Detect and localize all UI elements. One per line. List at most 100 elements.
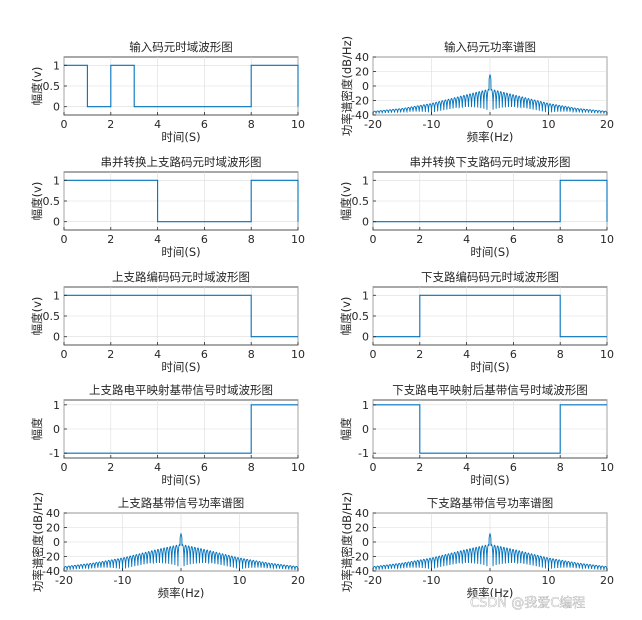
- y-axis-label: 功率谱密度(dB/Hz): [340, 492, 354, 592]
- y-axis-label: 功率谱密度(dB/Hz): [340, 36, 354, 136]
- x-tick-label: -10: [423, 574, 441, 587]
- series-line: [64, 179, 299, 223]
- x-tick-label: 6: [201, 461, 208, 474]
- y-tick-label: 40: [46, 507, 60, 520]
- y-tick-label: 0: [53, 331, 60, 344]
- chart-title: 下支路电平映射后基带信号时域波形图: [392, 383, 588, 397]
- x-tick-label: 10: [542, 574, 556, 587]
- y-tick-label: 20: [355, 522, 369, 535]
- x-tick-label: 0: [370, 461, 377, 474]
- x-tick-label: 4: [154, 118, 161, 131]
- x-tick-label: 0: [61, 461, 68, 474]
- y-tick-label: -20: [42, 551, 60, 564]
- y-tick-label: -1: [358, 447, 369, 460]
- y-tick-label: 0: [362, 423, 369, 436]
- y-tick-label: 0.5: [43, 310, 61, 323]
- x-tick-label: 6: [201, 118, 208, 131]
- x-tick-label: 20: [600, 118, 614, 131]
- y-tick-label: -20: [351, 551, 369, 564]
- subplot-psd-upper: -20 -10 0 10 20-40-2002040上支路基带信号功率谱图频率(Hz)功…: [31, 492, 305, 600]
- x-tick-label: 0: [370, 233, 377, 246]
- series-line: [63, 533, 299, 572]
- x-tick-label: 4: [463, 348, 470, 361]
- series-line: [64, 64, 299, 108]
- y-tick-label: 0: [362, 536, 369, 549]
- chart-title: 下支路基带信号功率谱图: [427, 496, 554, 510]
- chart-title: 上支路电平映射基带信号时域波形图: [89, 383, 273, 397]
- x-tick-label: 10: [291, 118, 305, 131]
- x-tick-label: 2: [416, 233, 423, 246]
- x-tick-label: 20: [600, 574, 614, 587]
- y-tick-label: 0: [53, 536, 60, 549]
- x-tick-label: 0: [487, 118, 494, 131]
- x-tick-label: 8: [248, 348, 255, 361]
- y-tick-label: 0: [53, 216, 60, 229]
- y-axis-label: 功率谱密度(dB/Hz): [31, 492, 45, 592]
- x-tick-label: 6: [510, 461, 517, 474]
- x-tick-label: 10: [542, 118, 556, 131]
- y-tick-label: 1: [362, 174, 369, 187]
- x-tick-label: 10: [600, 461, 614, 474]
- y-axis-label: 幅度(v): [30, 297, 44, 336]
- x-tick-label: 6: [201, 348, 208, 361]
- chart-title: 输入码元时域波形图: [129, 40, 233, 54]
- x-tick-label: -20: [364, 574, 382, 587]
- y-tick-label: 0: [362, 80, 369, 93]
- x-tick-label: 8: [248, 461, 255, 474]
- series-line: [64, 404, 298, 454]
- x-tick-label: 0: [370, 348, 377, 361]
- y-tick-label: -40: [351, 109, 369, 122]
- x-axis-label: 频率(Hz): [158, 586, 205, 600]
- x-tick-label: 4: [463, 233, 470, 246]
- x-tick-label: 20: [291, 574, 305, 587]
- x-tick-label: 6: [201, 233, 208, 246]
- x-tick-label: 10: [233, 574, 247, 587]
- x-tick-label: 6: [510, 348, 517, 361]
- x-axis-label: 时间(S): [470, 245, 509, 259]
- chart-title: 下支路编码码元时域波形图: [421, 270, 559, 284]
- x-axis-label: 时间(S): [161, 130, 200, 144]
- y-tick-label: 40: [355, 507, 369, 520]
- x-tick-label: 6: [510, 233, 517, 246]
- x-tick-label: 0: [61, 233, 68, 246]
- x-tick-label: 4: [463, 461, 470, 474]
- x-tick-label: 4: [154, 461, 161, 474]
- y-tick-label: 1: [362, 289, 369, 302]
- y-axis-label: 幅度(v): [339, 297, 353, 336]
- x-tick-label: 2: [107, 233, 114, 246]
- y-tick-label: 0.5: [43, 80, 61, 93]
- x-tick-label: 0: [178, 574, 185, 587]
- x-tick-label: -20: [55, 574, 73, 587]
- y-axis-label: 幅度(v): [30, 67, 44, 106]
- y-tick-label: 1: [53, 399, 60, 412]
- y-axis-label: 幅度(v): [30, 182, 44, 221]
- y-tick-label: 0.5: [352, 310, 370, 323]
- series-line: [373, 179, 608, 223]
- y-axis-label: 幅度: [339, 417, 353, 440]
- x-tick-label: 8: [248, 233, 255, 246]
- x-tick-label: -10: [114, 574, 132, 587]
- x-tick-label: 2: [107, 118, 114, 131]
- x-tick-label: 0: [61, 348, 68, 361]
- series-line: [372, 533, 608, 572]
- x-tick-label: 2: [107, 348, 114, 361]
- subplot-input-psd: -20 -10 0 10 20-40-2002040输入码元功率谱图频率(Hz)功率谱密…: [340, 36, 614, 144]
- y-tick-label: -1: [49, 447, 60, 460]
- x-axis-label: 频率(Hz): [467, 130, 514, 144]
- y-tick-label: 0: [53, 423, 60, 436]
- x-tick-label: -20: [364, 118, 382, 131]
- x-axis-label: 时间(S): [161, 473, 200, 487]
- x-axis-label: 时间(S): [470, 473, 509, 487]
- y-tick-label: -40: [351, 565, 369, 578]
- y-tick-label: 0: [362, 216, 369, 229]
- x-tick-label: 10: [600, 348, 614, 361]
- y-tick-label: 20: [46, 522, 60, 535]
- x-tick-label: 2: [416, 461, 423, 474]
- x-axis-label: 时间(S): [161, 245, 200, 259]
